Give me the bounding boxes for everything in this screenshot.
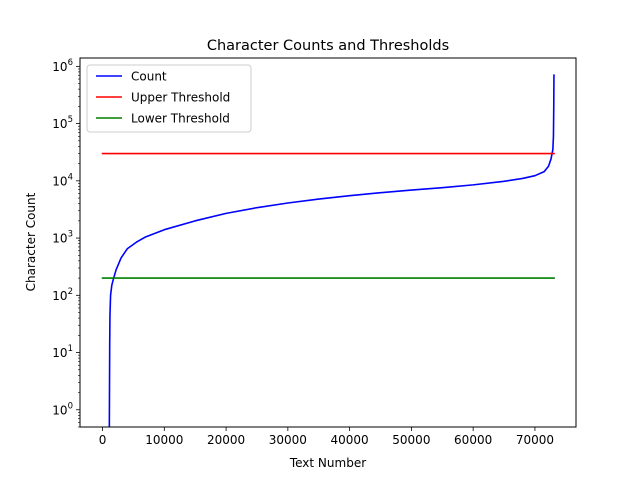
x-tick-label: 10000 [145,433,183,447]
series-line-1 [108,74,555,427]
x-axis: 0 10000 20000 30000 40000 50000 60000 70000 [99,427,554,447]
x-tick-label: 20000 [207,433,245,447]
x-tick-label: 50000 [392,433,430,447]
y-tick-label: 104 [52,172,73,188]
plot-frame [79,57,577,428]
y-tick-label: 101 [52,344,73,360]
legend-label: Count [131,70,167,84]
y-tick-label: 105 [52,115,73,131]
legend: Count Upper Threshold Lower Threshold [86,64,252,133]
y-axis: 100 101 102 103 104 105 106 [52,58,80,428]
x-tick-label: 0 [99,433,107,447]
legend-label: Lower Threshold [131,112,230,126]
y-tick-label: 103 [52,230,73,246]
y-tick-label: 106 [52,58,73,74]
x-tick-label: 70000 [516,433,554,447]
x-tick-label: 60000 [454,433,492,447]
y-axis-title: Character Count [24,192,38,291]
x-axis-title: Text Number [289,456,366,470]
legend-box [86,64,252,133]
x-tick-label: 40000 [331,433,369,447]
x-tick-label: 30000 [269,433,307,447]
series-layer [101,74,555,427]
y-tick-label: 100 [52,401,73,417]
chart-title: Character Counts and Thresholds [207,38,449,54]
y-tick-label: 102 [52,287,73,303]
legend-label: Upper Threshold [131,91,230,105]
